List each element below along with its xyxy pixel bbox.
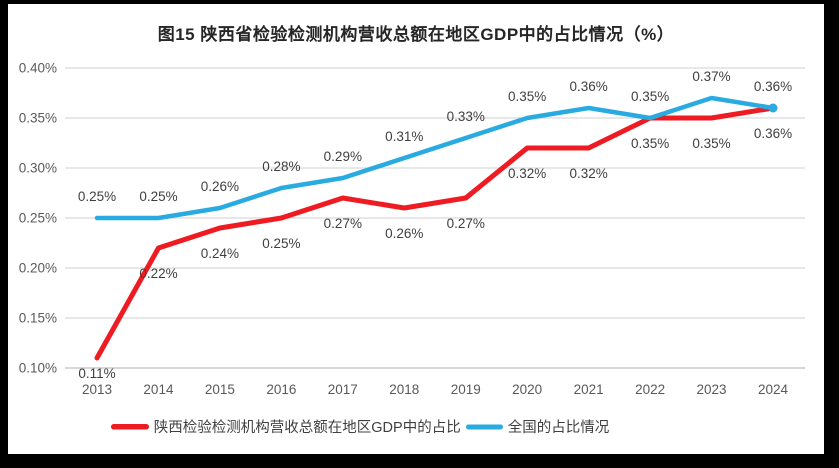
x-tick-label: 2017	[328, 382, 358, 397]
chart-plot-area: 0.10% 0.15% 0.20% 0.25% 0.30% 0.35% 0.40% 2013 2…	[19, 61, 805, 397]
data-label: 0.32%	[508, 166, 546, 181]
x-tick-label: 2015	[205, 382, 235, 397]
data-label: 0.35%	[508, 89, 546, 104]
data-label: 0.11%	[78, 366, 115, 381]
x-tick-label: 2022	[635, 382, 665, 397]
chart-title: 图15 陕西省检验检测机构营收总额在地区GDP中的占比情况（%）	[157, 25, 675, 44]
x-tick-label: 2016	[266, 382, 296, 397]
data-label: 0.32%	[569, 166, 607, 181]
data-label: 0.33%	[447, 109, 485, 124]
data-label: 0.27%	[324, 216, 362, 231]
data-label: 0.36%	[754, 126, 792, 141]
data-label: 0.24%	[201, 246, 239, 261]
x-tick-label: 2023	[697, 382, 727, 397]
legend-swatch-blue-rect	[465, 424, 503, 429]
data-label: 0.37%	[692, 69, 730, 84]
data-label: 0.29%	[324, 149, 362, 164]
x-tick-label: 2024	[758, 382, 789, 397]
y-tick-label: 0.10%	[19, 361, 57, 376]
legend-item-shaanxi: 陕西检验检测机构营收总额在地区GDP中的占比	[110, 416, 461, 437]
x-tick-label: 2021	[574, 382, 604, 397]
data-label: 0.28%	[262, 159, 300, 174]
legend-label-shaanxi: 陕西检验检测机构营收总额在地区GDP中的占比	[153, 420, 461, 436]
x-tick-label: 2013	[82, 382, 112, 397]
legend-swatch-blue-line-icon	[465, 424, 503, 429]
data-label: 0.36%	[569, 79, 607, 94]
y-tick-label: 0.15%	[19, 311, 57, 326]
x-tick-label: 2020	[512, 382, 542, 397]
series-endpoint-marker	[768, 103, 778, 113]
data-label: 0.35%	[692, 136, 730, 151]
data-label: 0.35%	[631, 136, 669, 151]
x-tick-label: 2019	[451, 382, 481, 397]
data-label: 0.31%	[385, 129, 423, 144]
chart-card: 图15 陕西省检验检测机构营收总额在地区GDP中的占比情况（%） 0.10% 0.…	[8, 4, 824, 454]
data-label: 0.26%	[201, 179, 239, 194]
x-tick-label: 2014	[143, 382, 174, 397]
y-tick-label: 0.30%	[19, 161, 57, 176]
data-label: 0.36%	[754, 79, 792, 94]
series-line-national	[94, 95, 776, 221]
data-label: 0.25%	[262, 236, 300, 251]
data-label: 0.26%	[385, 226, 423, 241]
x-tick-label: 2018	[389, 382, 419, 397]
data-label: 0.25%	[139, 189, 177, 204]
chart-legend: 陕西检验检测机构营收总额在地区GDP中的占比 全国的占比情况	[8, 416, 824, 437]
data-label: 0.35%	[631, 89, 669, 104]
legend-swatch-red-line-icon	[110, 423, 149, 429]
legend-item-national: 全国的占比情况	[465, 416, 610, 437]
data-label: 0.25%	[78, 189, 116, 204]
y-tick-label: 0.20%	[19, 261, 57, 276]
data-label: 0.27%	[447, 216, 485, 231]
y-tick-label: 0.35%	[19, 111, 57, 126]
data-label: 0.22%	[139, 266, 177, 281]
legend-label-national: 全国的占比情况	[507, 420, 610, 436]
y-tick-label: 0.25%	[19, 211, 57, 226]
series-line-shaanxi	[94, 105, 776, 361]
y-tick-label: 0.40%	[19, 61, 57, 76]
legend-swatch-red-rect	[110, 423, 149, 429]
